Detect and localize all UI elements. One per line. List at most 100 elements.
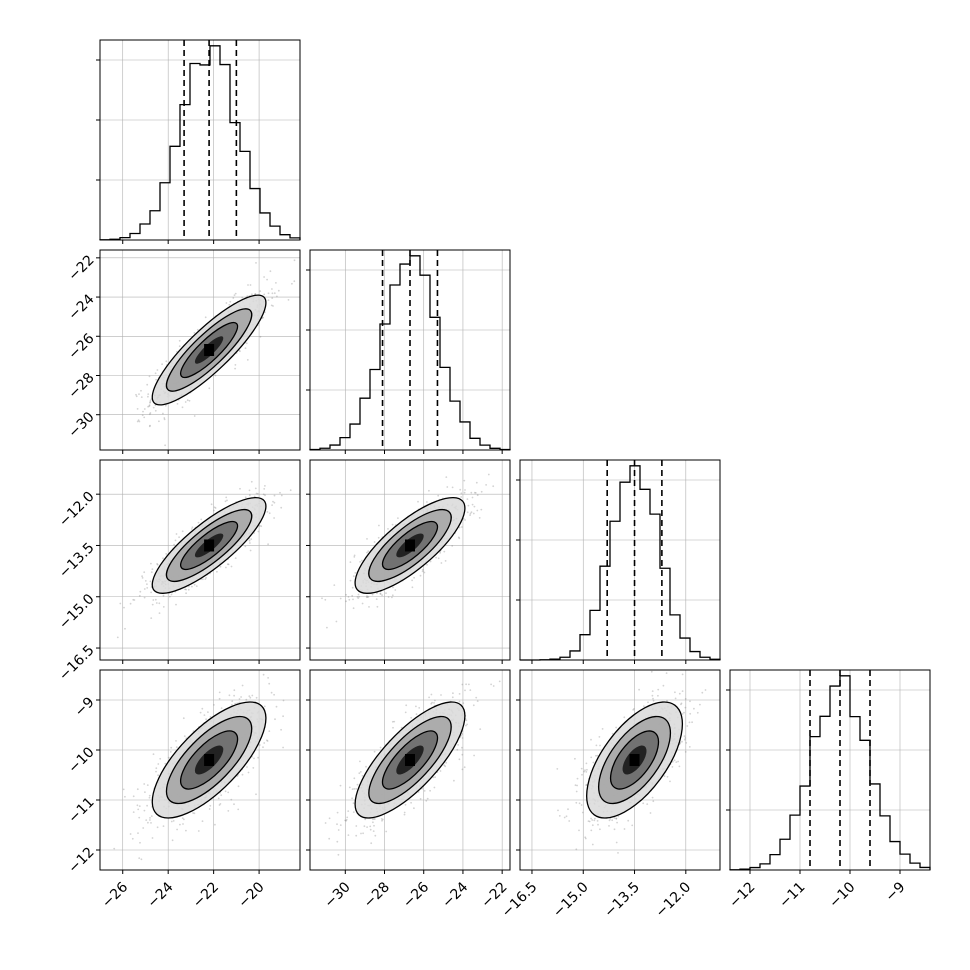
sample-point <box>228 694 231 697</box>
sample-point <box>433 786 436 789</box>
sample-point <box>188 399 191 402</box>
sample-point <box>148 794 151 797</box>
sample-point <box>273 292 276 295</box>
sample-point <box>403 813 406 816</box>
sample-point <box>193 812 196 815</box>
sample-point <box>151 837 154 839</box>
sample-point <box>132 795 135 798</box>
sample-point <box>437 494 440 497</box>
sample-point <box>268 730 271 732</box>
sample-point <box>193 332 196 334</box>
sample-point <box>279 491 281 494</box>
sample-point <box>237 808 240 811</box>
sample-point <box>273 517 275 519</box>
sample-point <box>266 278 268 281</box>
sample-point <box>439 552 441 554</box>
panel-2-2 <box>516 459 721 664</box>
sample-point <box>347 810 350 812</box>
sample-point <box>372 830 375 832</box>
sample-point <box>451 696 454 699</box>
sample-point <box>241 296 244 299</box>
sample-point <box>461 753 464 756</box>
sample-point <box>217 797 220 800</box>
sample-point <box>201 707 204 710</box>
sample-point <box>426 563 428 566</box>
sample-point <box>428 696 430 699</box>
sample-point <box>359 771 362 773</box>
sample-point <box>460 496 463 498</box>
sample-point <box>353 788 356 790</box>
sample-point <box>162 557 164 560</box>
sample-point <box>405 704 408 707</box>
sample-point <box>415 705 417 708</box>
sample-point <box>230 798 233 801</box>
sample-point <box>328 817 331 820</box>
sample-point <box>232 297 235 299</box>
sample-point <box>345 593 347 596</box>
sample-point <box>410 801 412 804</box>
sample-point <box>411 586 414 589</box>
sample-point <box>348 598 351 601</box>
sample-point <box>113 847 116 850</box>
sample-point <box>218 691 221 694</box>
x-tick-label: −26 <box>400 879 432 911</box>
density-peak <box>405 539 415 552</box>
sample-point <box>349 579 352 582</box>
sample-point <box>196 328 199 331</box>
sample-point <box>353 554 356 557</box>
sample-point <box>213 506 216 509</box>
sample-point <box>475 481 478 484</box>
sample-point <box>352 598 354 601</box>
sample-point <box>466 511 469 514</box>
sample-point <box>346 816 349 819</box>
sample-point <box>124 795 126 798</box>
sample-point <box>151 603 154 606</box>
sample-point <box>156 563 159 566</box>
x-tick-label: −26 <box>99 879 131 911</box>
sample-point <box>197 830 200 832</box>
sample-point <box>391 596 393 599</box>
sample-point <box>138 805 141 807</box>
sample-point <box>273 501 276 504</box>
sample-point <box>210 503 213 506</box>
sample-point <box>185 588 188 591</box>
sample-point <box>280 506 283 509</box>
sample-point <box>170 593 173 596</box>
density-peak <box>405 754 415 766</box>
sample-point <box>158 612 161 614</box>
sample-point <box>129 602 132 605</box>
sample-point <box>372 818 374 821</box>
sample-point <box>461 683 464 686</box>
sample-point <box>244 545 247 548</box>
sample-point <box>591 843 594 846</box>
sample-point <box>282 746 284 749</box>
sample-point <box>143 588 146 590</box>
sample-point <box>353 777 356 780</box>
sample-point <box>358 772 361 775</box>
panel-1-0: −30−28−26−24−22 <box>65 249 301 454</box>
sample-point <box>228 303 231 306</box>
sample-point <box>373 750 376 753</box>
sample-point <box>595 744 598 747</box>
sample-point <box>136 408 139 410</box>
sample-point <box>466 498 469 500</box>
sample-point <box>135 393 137 396</box>
sample-point <box>239 350 241 353</box>
sample-point <box>148 405 151 408</box>
sample-point <box>174 539 177 542</box>
sample-point <box>143 783 146 785</box>
sample-point <box>268 682 271 685</box>
sample-point <box>231 700 234 703</box>
sample-point <box>171 839 174 842</box>
sample-point <box>365 765 367 768</box>
sample-point <box>181 817 184 820</box>
sample-point <box>193 415 196 417</box>
sample-point <box>266 511 269 513</box>
sample-point <box>293 280 296 283</box>
sample-point <box>430 702 433 705</box>
y-tick-label: −15.0 <box>56 591 98 633</box>
sample-point <box>248 494 251 497</box>
sample-point <box>169 595 171 598</box>
sample-point <box>148 425 151 428</box>
sample-point <box>379 593 382 595</box>
